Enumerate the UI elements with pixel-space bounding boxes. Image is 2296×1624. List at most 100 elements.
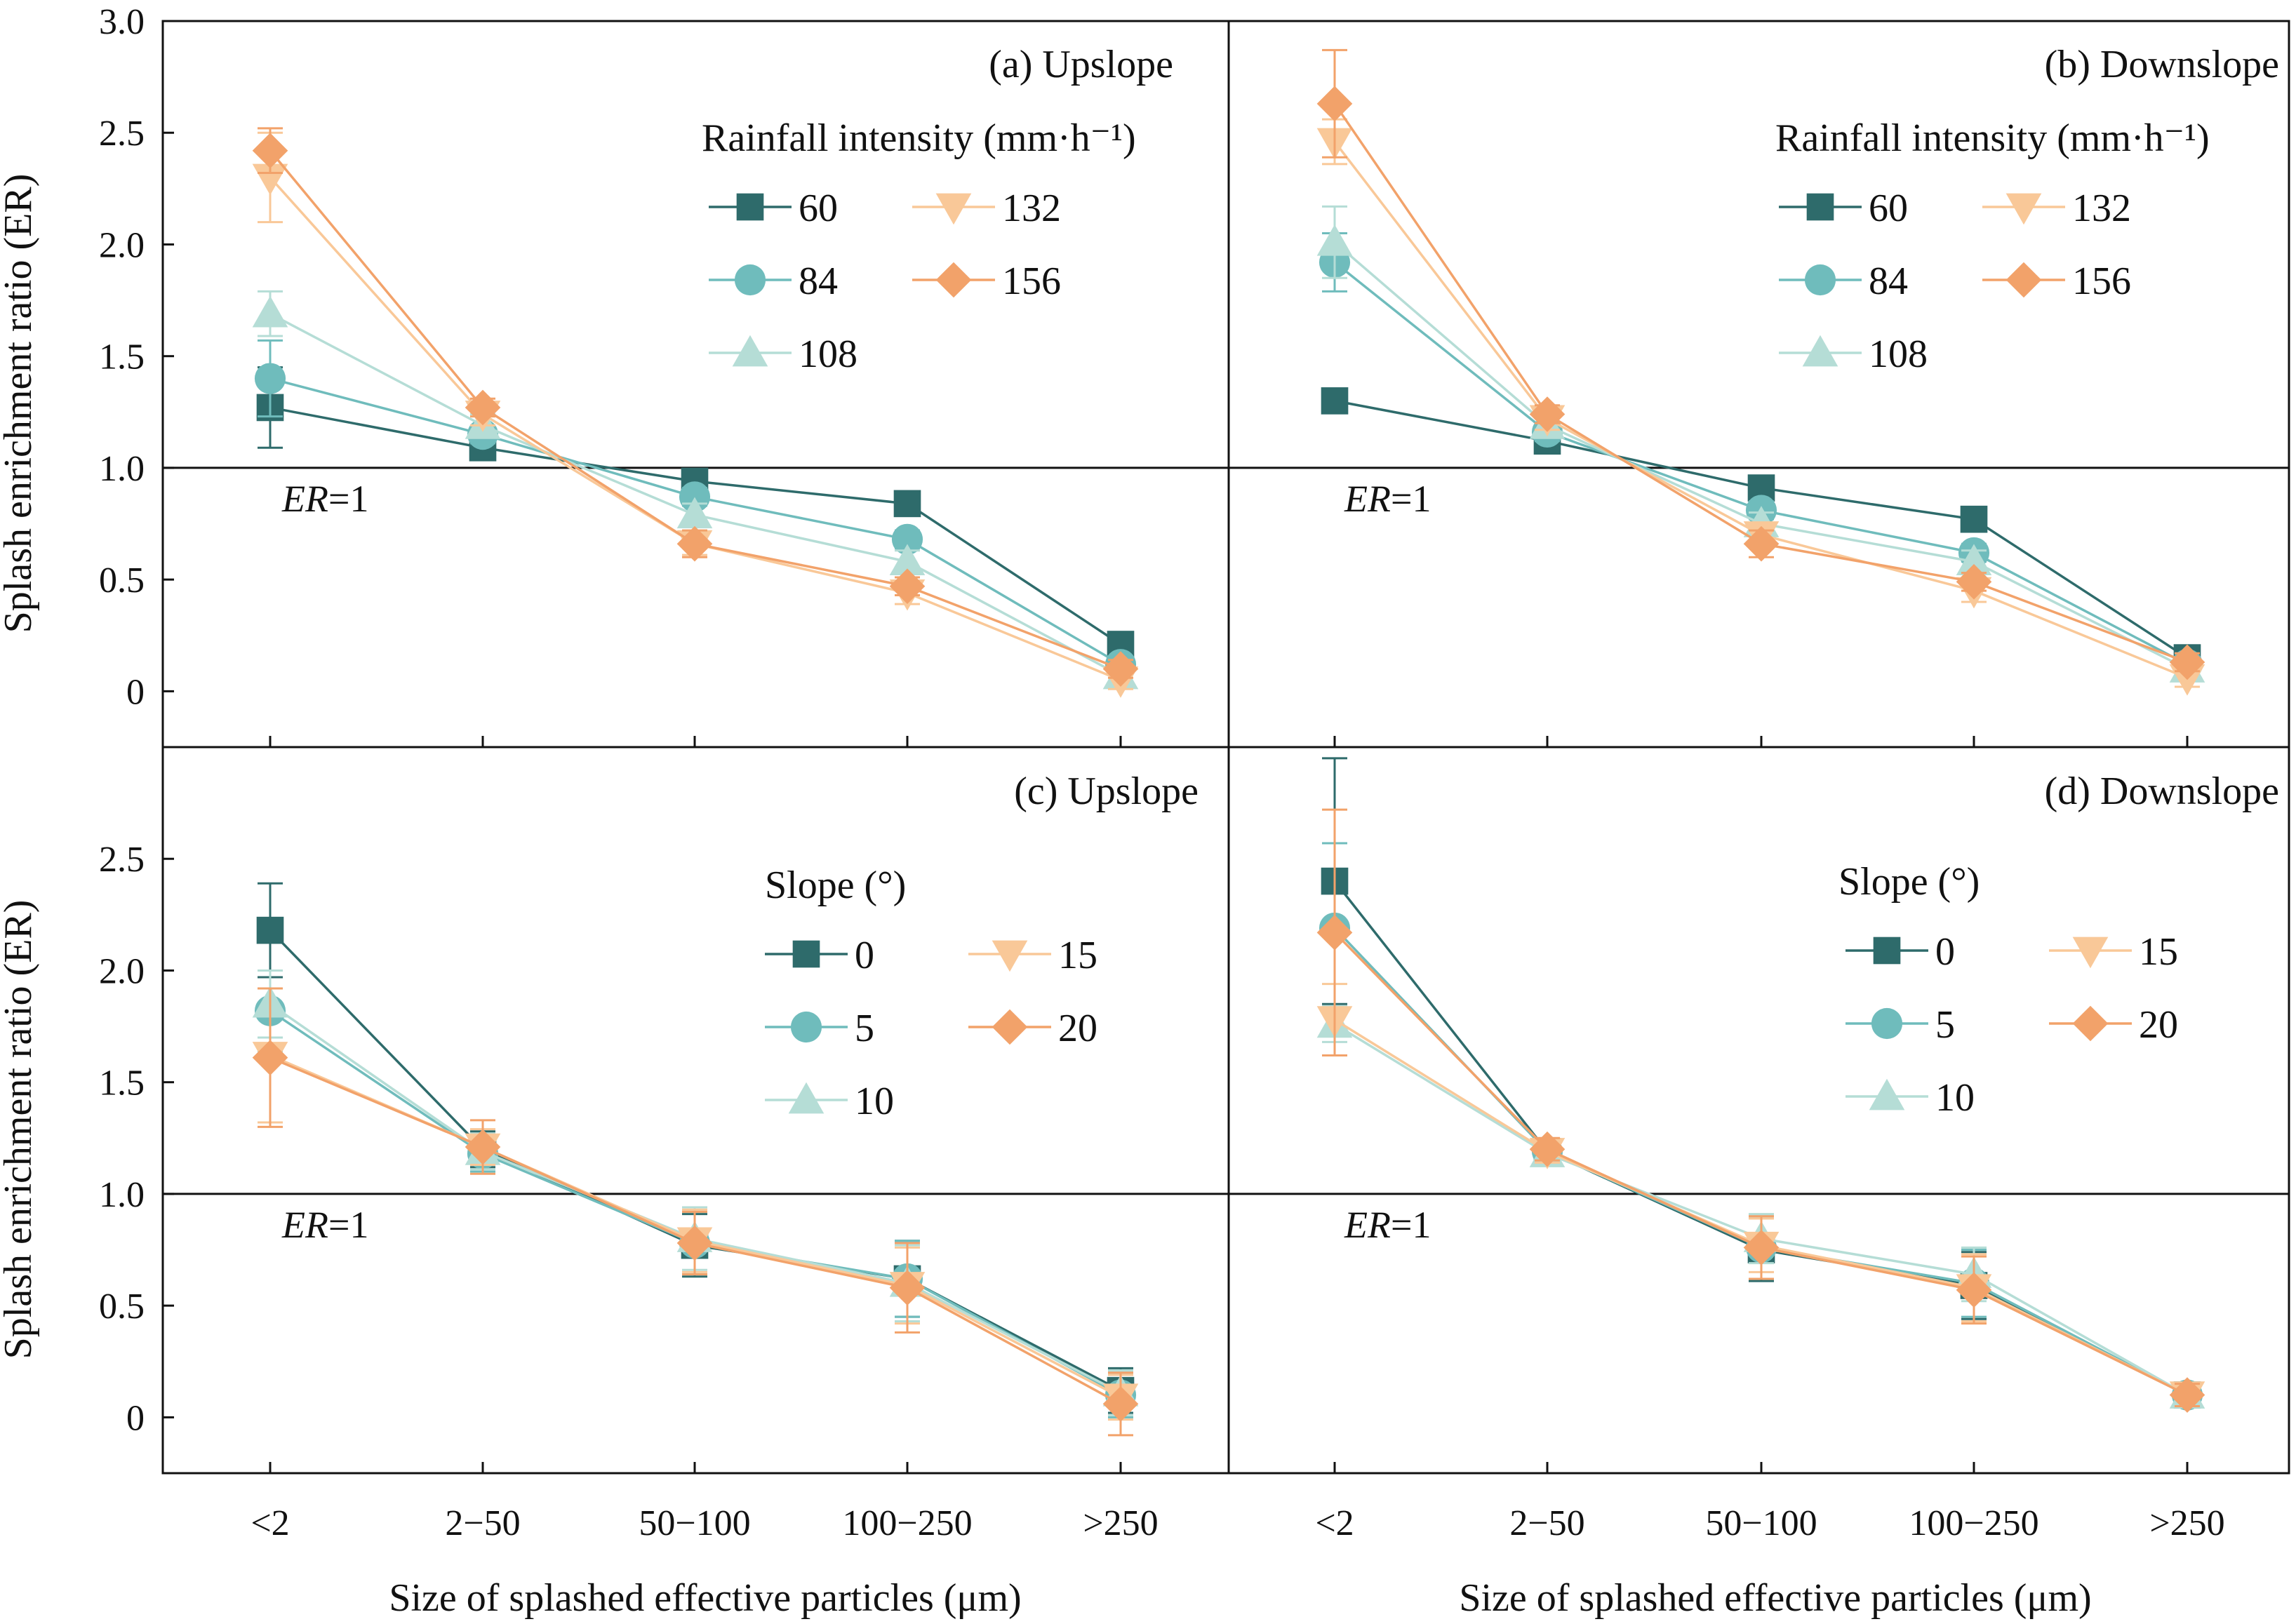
legend-label-15: 15 [1058,934,1097,977]
legend-marker-10 [788,1082,825,1114]
y-axis-title-top: Splash enrichment ratio (ER) [0,174,40,633]
y-tick-label: 0.5 [99,1287,145,1327]
legend-label-156: 156 [2072,260,2131,303]
reference-label-variable: ER [281,478,328,520]
data-point-108 [1316,224,1353,256]
panel-1: ER=1 0 0.5 1.0 1.5 2.0 2.5 3.0 (a) Upslope Rainfa… [99,2,1229,747]
series-20 [1316,808,2205,1413]
legend-marker-5 [790,1011,822,1043]
data-point-156 [1529,396,1566,432]
legend-marker-108 [732,335,768,367]
panel-title: (c) Upslope [1014,770,1199,813]
legend-marker-60 [1806,193,1834,221]
panel-3: ER=1 0 0.5 1.0 1.5 2.0 2.5 (c) Upslope Slope (°)… [99,770,1229,1473]
y-tick-label: 3.0 [99,2,145,42]
x-tick-label: >250 [1083,1503,1158,1543]
reference-line-label: ER=1 [1344,478,1431,520]
legend-marker-10 [1869,1078,1905,1110]
panel-title: (a) Upslope [989,43,1173,86]
panel-2: ER=1 (b) Downslope Rainfall intensity (mm·… [1229,43,2289,747]
series-156 [252,127,1139,687]
legend-marker-108 [1802,335,1838,367]
reference-label-variable: ER [1344,478,1391,520]
data-point-60 [1960,505,1988,533]
data-point-156 [1956,564,1992,600]
data-point-156 [1102,651,1139,687]
legend-marker-156 [2005,262,2042,298]
x-tick-label: 100−250 [842,1503,972,1543]
legend-label-108: 108 [799,333,857,376]
y-tick-label: 1.5 [99,337,145,377]
legend-marker-156 [935,262,972,298]
data-point-156 [2169,644,2205,680]
y-tick-label: 2.0 [99,951,145,991]
legend-title: Rainfall intensity (mm·h⁻¹) [702,116,1136,160]
data-point-20 [252,1040,288,1075]
shared-labels: Splash enrichment ratio (ER) Splash enri… [0,174,2092,1620]
legend-label-60: 60 [1869,187,1908,230]
data-point-156 [252,133,288,169]
legend-label-5: 5 [855,1007,874,1050]
reference-line-label: ER=1 [281,1204,368,1246]
y-tick-label: 0.5 [99,561,145,600]
panel-title: (d) Downslope [2045,770,2279,813]
legend: Rainfall intensity (mm·h⁻¹) 60 84 108 132 156 [1775,116,2210,376]
legend-label-132: 132 [2072,187,2131,230]
panel-title: (b) Downslope [2045,43,2279,86]
legend-label-132: 132 [1002,187,1061,230]
legend-marker-132 [2005,193,2042,225]
data-point-20 [1316,915,1353,951]
data-point-20 [676,1225,713,1261]
plot-area: ER=100.51.01.52.02.53.0(a) UpslopeRainfa… [99,2,2289,1543]
data-point-20 [1102,1385,1139,1422]
y-tick-label: 1.0 [99,449,145,489]
legend-title: Slope (°) [765,864,906,907]
x-tick-label: 2−50 [445,1503,520,1543]
x-tick-label: >250 [2149,1503,2224,1543]
data-point-108 [889,544,926,575]
legend-label-20: 20 [1058,1007,1097,1050]
reference-label-value: =1 [1391,478,1431,520]
reference-label-value: =1 [328,478,368,520]
y-tick-label: 1.5 [99,1063,145,1103]
x-tick-label: <2 [1315,1503,1354,1543]
legend-label-84: 84 [799,260,838,303]
reference-label-variable: ER [281,1204,328,1246]
legend-marker-5 [1871,1007,1903,1040]
data-point-0 [256,916,284,944]
legend-marker-15 [992,940,1028,972]
legend-marker-0 [1873,937,1901,965]
y-tick-label: 2.5 [99,840,145,880]
legend: Slope (°) 0 5 10 15 20 [765,864,1097,1123]
data-point-84 [891,523,923,555]
x-tick-label: 50−100 [639,1503,750,1543]
data-point-20 [2169,1377,2205,1413]
x-axis-title-right: Size of splashed effective particles (μm… [1459,1576,2091,1620]
data-point-60 [1321,387,1349,415]
legend-label-84: 84 [1869,260,1908,303]
data-point-84 [254,363,286,394]
data-point-20 [889,1270,926,1306]
legend-label-108: 108 [1869,333,1928,376]
legend-title: Rainfall intensity (mm·h⁻¹) [1775,116,2210,160]
data-point-108 [1956,544,1992,575]
reference-line-label: ER=1 [281,478,368,520]
legend-marker-84 [734,264,766,296]
reference-line-label: ER=1 [1344,1204,1431,1246]
legend: Slope (°) 0 5 10 15 20 [1838,860,2178,1120]
data-point-108 [676,497,713,529]
legend-label-0: 0 [855,934,874,977]
legend-label-0: 0 [1935,930,1955,974]
legend-label-5: 5 [1935,1003,1955,1047]
data-point-108 [252,295,288,328]
data-point-156 [676,525,713,562]
data-point-60 [893,490,921,518]
reference-label-value: =1 [1391,1204,1431,1246]
y-tick-label: 0 [126,1398,145,1438]
y-axis-title-bottom: Splash enrichment ratio (ER) [0,900,40,1360]
reference-label-variable: ER [1344,1204,1391,1246]
data-point-20 [1956,1272,1992,1308]
data-point-20 [1529,1131,1566,1167]
